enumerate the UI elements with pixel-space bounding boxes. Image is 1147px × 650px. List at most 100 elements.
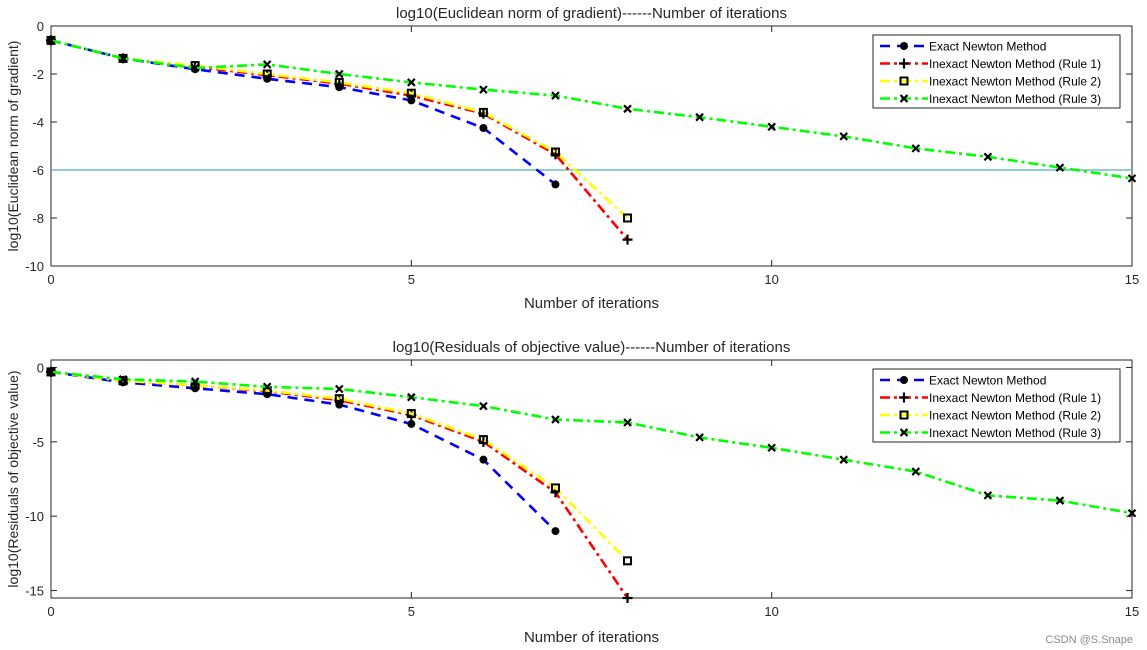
chart-2-legend-marker-rule3: [899, 428, 909, 437]
chart-2-xtick-label: 0: [47, 604, 54, 619]
chart-1-ytick-label: -4: [32, 115, 44, 130]
chart-2-point-exact: [479, 455, 488, 464]
watermark: CSDN @S.Snape: [1045, 634, 1133, 646]
chart-2-point-exact: [551, 527, 560, 536]
chart-2-legend-marker-exact: [900, 376, 908, 384]
chart-2-point-rule2: [118, 376, 128, 386]
chart-1-xlabel: Number of iterations: [524, 295, 659, 312]
chart-2-legend-marker-rule2: [899, 410, 909, 420]
chart-2-xtick-label: 10: [764, 604, 778, 619]
chart-2-point-rule3: [911, 467, 921, 476]
chart-1-xtick-label: 10: [764, 272, 778, 287]
chart-1-point-rule3: [118, 54, 128, 63]
chart-1-legend-marker-rule3: [899, 94, 909, 103]
chart-1-ytick-label: 0: [37, 19, 44, 34]
chart-1-point-rule3: [479, 85, 488, 94]
chart-2-legend-marker-rule1: [899, 392, 909, 403]
chart-2-legend: Exact Newton Method Inexact Newton Method…: [872, 368, 1121, 443]
chart-1-point-rule3: [334, 69, 344, 79]
chart-2-point-rule2: [334, 394, 344, 404]
chart-1-point-rule3: [695, 112, 704, 122]
chart-2-legend-label-rule3: Inexact Newton Method (Rule 3): [929, 426, 1101, 440]
chart-2-point-rule1: [622, 593, 633, 603]
chart-2-point-exact: [407, 419, 416, 428]
chart-2-point-rule3: [479, 401, 488, 411]
chart-2-point-rule3: [407, 392, 416, 402]
chart-2-series-line-exact: [50, 370, 557, 533]
chart-1-point-rule2: [623, 213, 633, 223]
chart-2-series-rule3: [46, 367, 1137, 518]
chart-1-point-rule2: [334, 77, 344, 87]
chart-1-legend-label-rule2: Inexact Newton Method (Rule 2): [929, 75, 1101, 89]
chart-2-point-rule3: [767, 443, 776, 453]
chart-1-ytick-label: -10: [25, 259, 44, 274]
chart-1-legend-label-rule3: Inexact Newton Method (Rule 3): [929, 92, 1101, 106]
chart-1-point-rule2: [262, 69, 272, 79]
chart-2-point-rule2: [623, 556, 633, 566]
chart-2-ylabel: log10(Residuals of objective value): [5, 370, 21, 587]
chart-1-series-line-rule3: [50, 39, 1133, 180]
chart-2-point-rule3: [623, 418, 632, 427]
chart-1-series-rule3: [46, 36, 1137, 183]
chart-1-ytick-label: -2: [32, 67, 44, 82]
chart-2-ytick-label: -15: [25, 584, 44, 599]
chart-1-ytick-label: -8: [32, 211, 44, 226]
chart-2-point-rule3: [551, 415, 560, 424]
chart-2-point-rule3: [1055, 496, 1065, 505]
chart-1-point-rule2: [478, 107, 488, 117]
chart-2-point-rule3: [695, 433, 704, 442]
chart-1-ytick-label: -6: [32, 163, 44, 178]
chart-1-title: log10(Euclidean norm of gradient)------N…: [396, 5, 787, 22]
chart-1-legend-marker-exact: [900, 42, 908, 50]
chart-2-xtick-label: 5: [408, 604, 415, 619]
chart-1-point-rule3: [407, 78, 416, 87]
chart-1-point-rule2: [406, 88, 416, 98]
chart-1-point-exact: [551, 180, 560, 189]
chart-2-ytick-label: 0: [37, 360, 44, 375]
chart-2-ytick-label: -10: [25, 509, 44, 524]
chart-2-point-rule3: [46, 367, 56, 377]
chart-2-point-rule3: [839, 455, 849, 464]
chart-1-legend-marker-rule2: [899, 76, 909, 86]
chart-2-series-rule2: [46, 367, 633, 566]
chart-2-point-rule3: [118, 375, 128, 384]
chart-2-point-rule3: [262, 382, 272, 392]
chart-2-xtick-label: 15: [1125, 604, 1139, 619]
chart-1-ylabel: log10(Euclidean norm of gradient): [5, 41, 21, 252]
chart-1-point-exact: [479, 124, 488, 132]
chart-2-xlabel: Number of iterations: [524, 629, 659, 646]
chart-1-point-rule3: [551, 91, 560, 100]
chart-1-legend-marker-rule1: [899, 58, 909, 69]
chart-1-legend-label-rule1: Inexact Newton Method (Rule 1): [929, 57, 1101, 71]
chart-2-legend-label-rule2: Inexact Newton Method (Rule 2): [929, 409, 1101, 423]
chart-1-legend: Exact Newton Method Inexact Newton Method…: [872, 34, 1121, 109]
chart-1-point-rule3: [767, 122, 776, 132]
chart-1-point-rule3: [262, 60, 272, 69]
chart-1-xtick-label: 5: [408, 272, 415, 287]
chart-1-point-rule3: [983, 152, 993, 162]
chart-1-point-rule3: [1055, 163, 1065, 172]
chart-2-series-line-rule3: [50, 370, 1133, 515]
chart-2-ytick-label: -5: [32, 435, 44, 450]
chart-2-point-rule3: [190, 377, 200, 386]
chart-1-point-rule3: [911, 144, 921, 153]
chart-1-point-rule3: [839, 132, 849, 141]
chart-1-point-rule3: [46, 36, 56, 45]
chart-2-point-rule3: [1127, 508, 1137, 518]
chart-1: 0 5 10 15 0 -2 -4 -6 -8 -10 log10(Euclidean norm o…: [5, 5, 1139, 312]
chart-1-point-rule1: [622, 234, 633, 245]
chart-1-point-rule3: [190, 63, 200, 73]
chart-1-legend-label-exact: Exact Newton Method: [929, 40, 1046, 54]
chart-2-series-line-rule2: [50, 370, 629, 562]
chart-2-point-rule2: [478, 435, 488, 445]
chart-1-xtick-label: 0: [47, 272, 54, 287]
chart-2-axes-box: [50, 359, 1133, 599]
chart-2-point-rule2: [406, 409, 416, 419]
chart-1-point-rule3: [1127, 174, 1137, 183]
chart-2-legend-label-exact: Exact Newton Method: [929, 374, 1046, 388]
chart-2-legend-label-rule1: Inexact Newton Method (Rule 1): [929, 391, 1101, 405]
chart-2-point-rule2: [550, 483, 560, 493]
chart-2-point-rule3: [334, 384, 344, 394]
chart-2-title: log10(Residuals of objective value)-----…: [393, 339, 791, 356]
